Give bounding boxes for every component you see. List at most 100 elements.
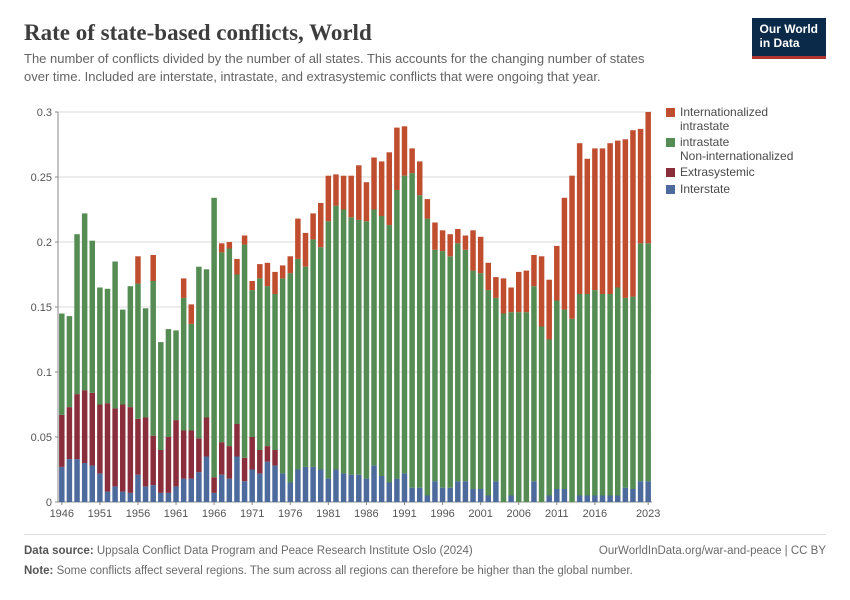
bar-segment: [470, 271, 475, 489]
bar-segment: [249, 437, 254, 470]
bar-segment: [303, 467, 308, 502]
bar-segment: [128, 407, 133, 493]
bar-segment: [478, 237, 483, 273]
bar-segment: [630, 131, 635, 297]
legend-swatch: [666, 185, 675, 194]
bar-segment: [554, 301, 559, 490]
bar-segment: [112, 409, 117, 487]
bar-segment: [90, 466, 95, 502]
bar-segment: [341, 210, 346, 474]
logo-line1: Our World: [760, 22, 818, 36]
bar-segment: [135, 419, 140, 475]
bar-segment: [524, 313, 529, 503]
bar-segment: [577, 496, 582, 503]
bar-segment: [402, 127, 407, 176]
legend-label: Interstate: [680, 182, 730, 196]
bar-segment: [592, 290, 597, 495]
bar-segment: [265, 462, 270, 502]
bar-segment: [333, 470, 338, 503]
bar-segment: [242, 245, 247, 458]
bar-segment: [150, 255, 155, 281]
bar-segment: [546, 280, 551, 340]
owid-logo: Our World in Data: [752, 18, 826, 59]
bar-segment: [143, 487, 148, 503]
bar-segment: [196, 267, 201, 439]
bar-segment: [470, 489, 475, 502]
bar-segment: [524, 271, 529, 313]
x-tick-label: 1991: [392, 508, 416, 520]
bar-segment: [288, 483, 293, 503]
bar-segment: [333, 206, 338, 470]
bar-segment: [379, 476, 384, 502]
bar-segment: [539, 257, 544, 327]
bar-segment: [272, 450, 277, 466]
bar-segment: [630, 297, 635, 489]
chart-container: 00.050.10.150.20.250.3194619511956196119…: [24, 94, 826, 524]
bar-segment: [272, 466, 277, 502]
bar-segment: [173, 487, 178, 503]
bar-segment: [577, 294, 582, 496]
data-source: Data source: Uppsala Conflict Data Progr…: [24, 543, 473, 560]
bar-segment: [234, 259, 239, 275]
bar-segment: [425, 496, 430, 503]
footer: Data source: Uppsala Conflict Data Progr…: [24, 534, 826, 580]
bar-segment: [257, 450, 262, 473]
bar-segment: [234, 424, 239, 457]
bar-segment: [326, 176, 331, 222]
bar-segment: [607, 496, 612, 503]
bar-segment: [265, 287, 270, 447]
legend-label: Internationalizedintrastate: [680, 105, 768, 133]
bar-segment: [303, 267, 308, 467]
bar-segment: [387, 225, 392, 482]
bar-segment: [387, 153, 392, 226]
bar-segment: [59, 467, 64, 502]
bar-segment: [257, 279, 262, 451]
bar-segment: [318, 248, 323, 470]
bar-segment: [356, 220, 361, 475]
bar-segment: [211, 493, 216, 502]
bar-segment: [600, 496, 605, 503]
bar-segment: [638, 244, 643, 482]
bar-segment: [265, 263, 270, 286]
bar-segment: [600, 294, 605, 496]
note-label: Note:: [24, 565, 53, 577]
note-value: Some conflicts affect several regions. T…: [57, 565, 633, 577]
bar-segment: [402, 176, 407, 474]
bar-segment: [493, 298, 498, 481]
bar-segment: [280, 279, 285, 474]
bar-segment: [379, 216, 384, 476]
stacked-bar-chart: 00.050.10.150.20.250.3194619511956196119…: [24, 94, 826, 524]
bar-segment: [67, 407, 72, 459]
bar-segment: [249, 281, 254, 290]
bar-segment: [219, 475, 224, 502]
x-tick-label: 2011: [545, 508, 569, 520]
bar-segment: [219, 253, 224, 443]
bar-segment: [181, 431, 186, 479]
bar-segment: [295, 259, 300, 470]
bar-segment: [356, 475, 361, 502]
bar-segment: [562, 310, 567, 489]
bar-segment: [486, 263, 491, 290]
bar-segment: [417, 196, 422, 489]
bar-segment: [67, 316, 72, 407]
bar-segment: [143, 418, 148, 487]
bar-segment: [615, 496, 620, 503]
y-tick-label: 0.15: [31, 302, 52, 314]
bar-segment: [280, 266, 285, 279]
bar-segment: [425, 219, 430, 496]
source-label: Data source:: [24, 545, 94, 557]
bar-segment: [486, 496, 491, 503]
bar-segment: [569, 176, 574, 319]
bar-segment: [288, 257, 293, 274]
bar-segment: [409, 149, 414, 174]
bar-segment: [455, 229, 460, 243]
bar-segment: [227, 446, 232, 479]
bar-segment: [158, 342, 163, 450]
x-tick-label: 1986: [354, 508, 378, 520]
bar-segment: [120, 492, 125, 502]
bar-segment: [364, 479, 369, 502]
x-tick-label: 1981: [316, 508, 340, 520]
bar-segment: [227, 242, 232, 249]
bar-segment: [204, 418, 209, 457]
bar-segment: [341, 474, 346, 503]
